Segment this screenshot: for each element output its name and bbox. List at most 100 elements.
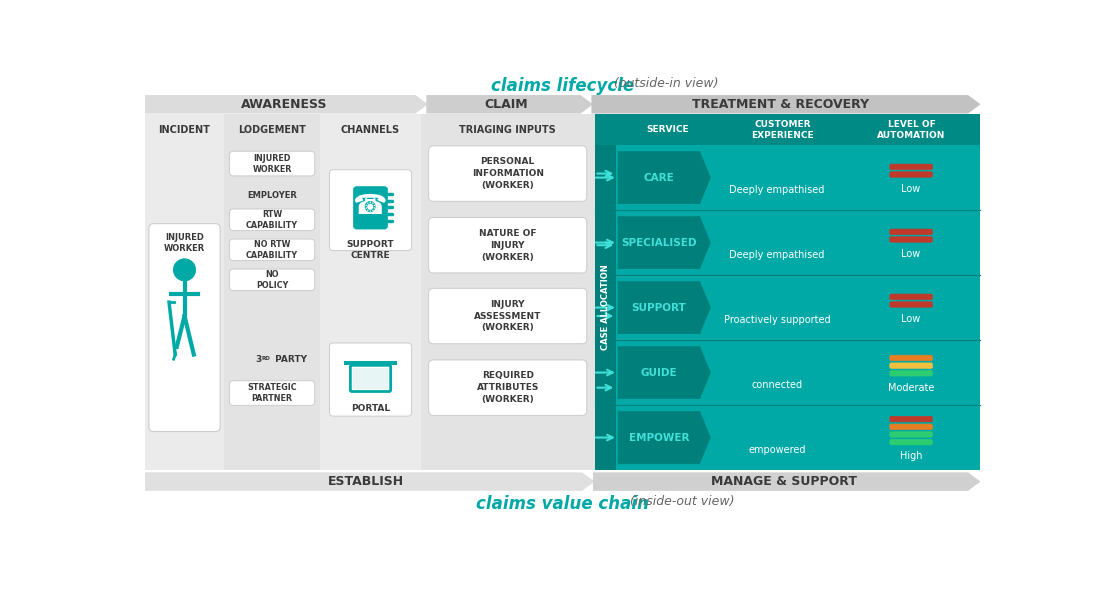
Text: INJURED
WORKER: INJURED WORKER [164,233,205,253]
Text: (outside-in view): (outside-in view) [610,76,718,90]
Text: CLAIM: CLAIM [484,98,528,111]
FancyBboxPatch shape [229,239,315,261]
FancyBboxPatch shape [889,164,932,170]
Bar [594,115,981,470]
Text: SERVICE: SERVICE [647,125,690,134]
Text: STRATEGIC
PARTNER: STRATEGIC PARTNER [247,383,296,403]
Bar [344,361,396,365]
Text: ☺: ☺ [765,290,788,310]
FancyBboxPatch shape [329,170,412,251]
Polygon shape [618,152,710,204]
FancyBboxPatch shape [329,343,412,416]
FancyBboxPatch shape [889,439,932,445]
FancyBboxPatch shape [889,355,932,361]
FancyBboxPatch shape [229,269,315,291]
Bar [224,115,321,470]
Text: INCIDENT: INCIDENT [158,125,211,135]
Polygon shape [618,216,710,269]
Text: CARE: CARE [643,173,674,182]
Text: High: High [900,451,922,461]
Text: INJURY
ASSESSMENT
(WORKER): INJURY ASSESSMENT (WORKER) [474,300,541,332]
Text: Moderate: Moderate [888,382,934,393]
Polygon shape [426,95,593,113]
Text: PORTAL: PORTAL [351,404,390,413]
Text: ☺: ☺ [765,355,788,375]
Text: NATURE OF
INJURY
(WORKER): NATURE OF INJURY (WORKER) [479,229,537,262]
Bar [321,115,421,470]
FancyBboxPatch shape [889,431,932,437]
FancyBboxPatch shape [889,424,932,430]
Polygon shape [592,95,981,113]
Circle shape [173,259,195,281]
FancyBboxPatch shape [428,288,586,344]
Text: Deeply empathised: Deeply empathised [729,250,825,260]
Text: ☺: ☺ [765,225,788,245]
Polygon shape [145,472,594,491]
Text: EMPLOYER: EMPLOYER [247,191,298,199]
FancyBboxPatch shape [889,371,932,376]
FancyBboxPatch shape [229,152,315,176]
Text: claims value chain: claims value chain [477,494,649,513]
Text: REQUIRED
ATTRIBUTES
(WORKER): REQUIRED ATTRIBUTES (WORKER) [477,371,539,404]
FancyBboxPatch shape [889,172,932,177]
Text: ☺: ☺ [765,160,788,180]
Text: (inside-out view): (inside-out view) [626,494,733,508]
FancyBboxPatch shape [354,187,388,229]
Text: PARTY: PARTY [272,355,307,364]
FancyBboxPatch shape [889,237,932,242]
Text: EMPOWER: EMPOWER [628,433,690,442]
Text: connected: connected [751,380,803,390]
Text: Low: Low [901,248,921,259]
Text: LODGEMENT: LODGEMENT [238,125,306,135]
Text: RTW
CAPABILITY: RTW CAPABILITY [246,210,299,230]
Text: TREATMENT & RECOVERY: TREATMENT & RECOVERY [692,98,869,111]
FancyBboxPatch shape [428,146,586,201]
Text: Low: Low [901,184,921,194]
Text: GUIDE: GUIDE [640,368,677,378]
FancyBboxPatch shape [229,381,315,405]
FancyBboxPatch shape [889,363,932,368]
Text: PERSONAL
INFORMATION
(WORKER): PERSONAL INFORMATION (WORKER) [472,158,544,190]
Text: CUSTOMER
EXPERIENCE: CUSTOMER EXPERIENCE [751,119,814,140]
Polygon shape [618,281,710,334]
FancyBboxPatch shape [350,365,391,391]
Polygon shape [593,472,981,491]
Text: 3: 3 [255,355,261,364]
Text: SUPPORT: SUPPORT [631,302,686,313]
Text: LEVEL OF
AUTOMATION: LEVEL OF AUTOMATION [877,119,945,140]
FancyBboxPatch shape [428,360,586,415]
Text: empowered: empowered [748,445,806,455]
Text: TRIAGING INPUTS: TRIAGING INPUTS [459,125,556,135]
Text: CASE ALLOCATION: CASE ALLOCATION [601,265,609,350]
Text: CHANNELS: CHANNELS [341,125,400,135]
Text: SPECIALISED: SPECIALISED [621,238,696,248]
Text: Proactively supported: Proactively supported [724,315,830,325]
Text: NO
POLICY: NO POLICY [256,270,289,290]
FancyBboxPatch shape [889,294,932,299]
FancyBboxPatch shape [149,224,221,431]
Text: ☎: ☎ [351,192,386,220]
Text: RD: RD [261,356,270,361]
Bar [352,368,389,389]
Bar [594,115,981,145]
Text: MANAGE & SUPPORT: MANAGE & SUPPORT [712,475,858,488]
FancyBboxPatch shape [889,416,932,422]
FancyBboxPatch shape [428,218,586,273]
Polygon shape [618,411,710,464]
Bar [594,145,616,470]
Text: SUPPORT
CENTRE: SUPPORT CENTRE [347,240,394,260]
Text: INJURED
WORKER: INJURED WORKER [253,153,292,174]
FancyBboxPatch shape [229,209,315,230]
FancyBboxPatch shape [889,302,932,307]
Text: claims lifecycle: claims lifecycle [491,76,635,95]
Text: ESTABLISH: ESTABLISH [328,475,404,488]
Polygon shape [618,346,710,399]
FancyBboxPatch shape [889,229,932,235]
Bar [145,115,224,470]
Bar [421,115,594,470]
Text: NO RTW
CAPABILITY: NO RTW CAPABILITY [246,240,299,260]
Polygon shape [145,95,428,113]
Text: Deeply empathised: Deeply empathised [729,185,825,195]
Text: AWARENESS: AWARENESS [242,98,327,111]
Text: Low: Low [901,314,921,324]
